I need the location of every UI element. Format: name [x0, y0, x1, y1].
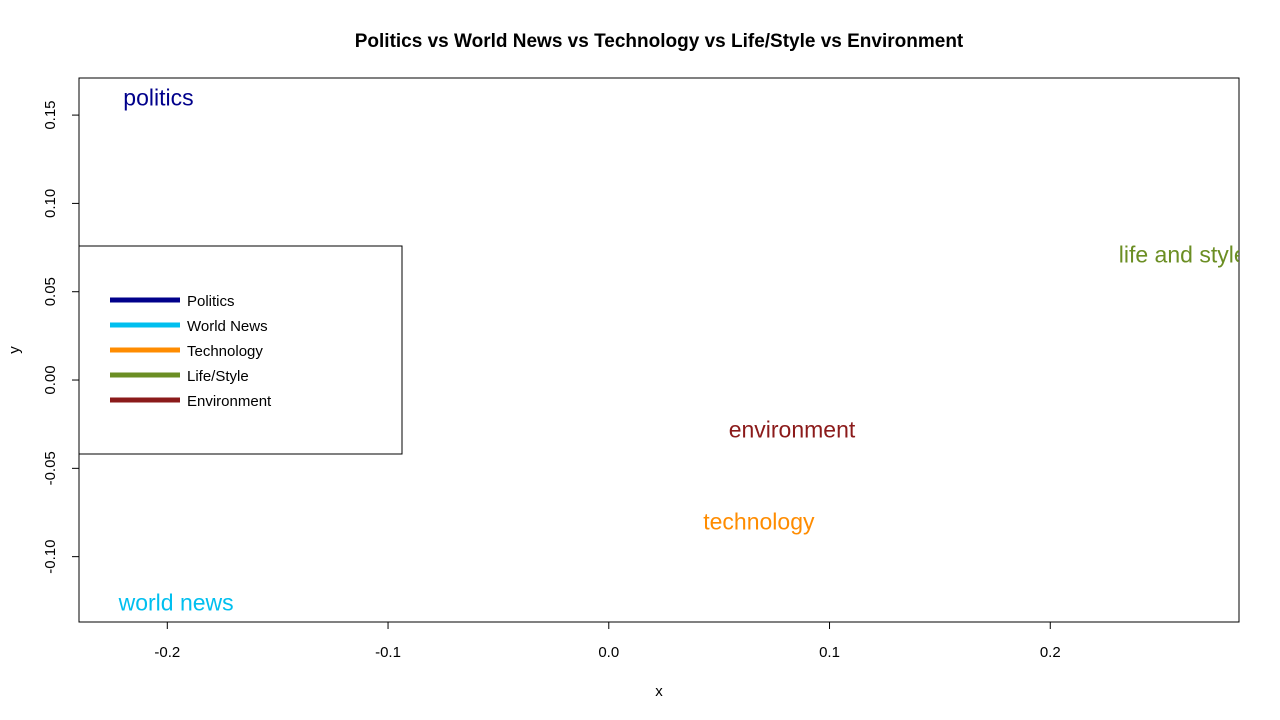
y-tick-label: 0.15: [42, 100, 59, 129]
point-label: world news: [118, 590, 234, 616]
x-tick-label: 0.0: [598, 644, 619, 661]
point-label: environment: [729, 416, 856, 442]
y-tick-label: 0.05: [42, 277, 59, 306]
x-tick-label: 0.1: [819, 644, 840, 661]
legend-label: Life/Style: [187, 368, 249, 385]
x-axis-label: x: [655, 683, 663, 700]
point-label: life and style: [1119, 242, 1247, 268]
y-tick-label: 0.00: [42, 365, 59, 394]
point-label: technology: [703, 508, 815, 534]
legend-label: Technology: [187, 343, 263, 360]
legend-label: Politics: [187, 293, 235, 310]
x-tick-label: -0.1: [375, 644, 401, 661]
legend-label: Environment: [187, 393, 272, 410]
point-label: politics: [123, 84, 193, 110]
y-tick-label: -0.05: [42, 451, 59, 485]
x-tick-label: -0.2: [154, 644, 180, 661]
point-labels: politics world news technology life and sty…: [118, 84, 1247, 616]
y-axis: -0.10 -0.05 0.00 0.05 0.10 0.15: [42, 100, 80, 574]
x-axis: -0.2 -0.1 0.0 0.1 0.2: [154, 621, 1061, 661]
y-axis-label: y: [6, 346, 23, 354]
legend-label: World News: [187, 318, 268, 335]
x-tick-label: 0.2: [1040, 644, 1061, 661]
y-tick-label: -0.10: [42, 540, 59, 574]
legend: Politics World News Technology Life/Style En…: [78, 245, 403, 455]
chart-title: Politics vs World News vs Technology vs …: [355, 31, 964, 52]
y-tick-label: 0.10: [42, 189, 59, 218]
